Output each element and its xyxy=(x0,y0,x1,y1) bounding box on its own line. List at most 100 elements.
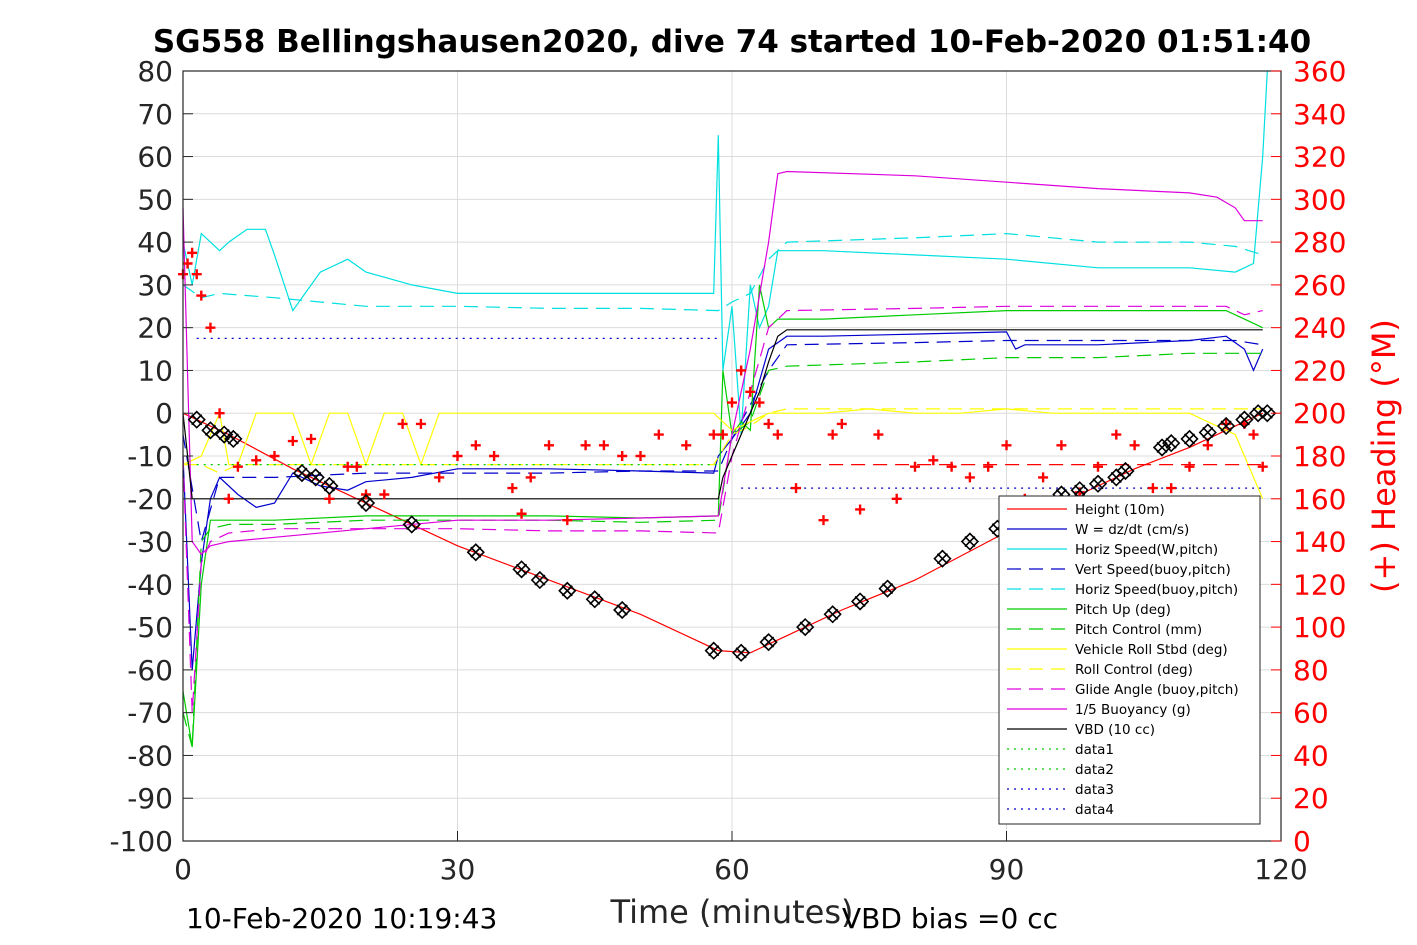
legend-label-roll: Vehicle Roll Stbd (deg) xyxy=(1075,642,1228,658)
heading-point xyxy=(1001,440,1012,451)
y-tick-label: 80 xyxy=(137,55,173,88)
legend-label-glide: Glide Angle (buoy,pitch) xyxy=(1075,682,1239,698)
heading-point xyxy=(1166,483,1177,494)
y-tick-label: 30 xyxy=(137,269,173,302)
y2-tick-label: 60 xyxy=(1293,697,1329,730)
height-marker xyxy=(558,581,577,600)
x-tick-label: 0 xyxy=(174,853,192,886)
heading-point xyxy=(507,483,518,494)
heading-point xyxy=(928,455,939,466)
height-marker xyxy=(356,493,376,513)
series-roll xyxy=(182,408,1264,500)
legend-label-data2: data2 xyxy=(1075,762,1114,778)
legend-label-height: Height (10m) xyxy=(1075,502,1165,518)
heading-point xyxy=(342,461,353,472)
height-marker xyxy=(585,590,604,609)
height-marker xyxy=(1235,410,1254,429)
y2-tick-label: 100 xyxy=(1293,611,1346,644)
height-marker xyxy=(215,425,234,444)
legend-label-w: W = dz/dt (cm/s) xyxy=(1075,522,1189,538)
height-marker xyxy=(187,410,206,429)
x-tick-label: 90 xyxy=(989,853,1025,886)
y2-tick-label: 340 xyxy=(1293,98,1346,131)
heading-point xyxy=(717,429,728,440)
y2-tick-label: 320 xyxy=(1293,141,1346,174)
heading-point xyxy=(964,472,975,483)
legend-label-pitch_ctrl: Pitch Control (mm) xyxy=(1075,622,1202,638)
x-axis-label: Time (minutes) xyxy=(610,893,854,931)
y-tick-label: 0 xyxy=(155,397,173,430)
footer-timestamp: 10-Feb-2020 10:19:43 xyxy=(186,902,497,935)
height-marker xyxy=(466,543,485,562)
marker-layer xyxy=(187,404,1277,662)
height-marker xyxy=(320,476,339,496)
chart-title: SG558 Bellingshausen2020, dive 74 starte… xyxy=(153,24,1311,60)
heading-point xyxy=(191,269,202,280)
height-marker xyxy=(1248,404,1268,423)
heading-point xyxy=(251,455,262,466)
y2-axis-label: (+) Heading (°M) xyxy=(1365,319,1403,593)
heading-point xyxy=(891,493,902,504)
y-tick-label: -40 xyxy=(127,568,173,601)
heading-point xyxy=(434,472,445,483)
y-tick-label: 70 xyxy=(137,98,173,131)
height-marker xyxy=(292,463,312,483)
height-marker xyxy=(933,549,952,568)
legend-label-buoyancy: 1/5 Buoyancy (g) xyxy=(1075,702,1191,718)
y-tick-label: 50 xyxy=(137,183,173,216)
heading-point xyxy=(525,472,536,483)
heading-point xyxy=(653,429,664,440)
heading-point xyxy=(516,508,527,519)
height-marker xyxy=(201,421,220,440)
y-tick-label: -70 xyxy=(127,697,173,730)
heading-point xyxy=(1093,461,1103,472)
y-tick-label: -10 xyxy=(127,440,173,473)
heading-point xyxy=(617,451,628,461)
heading-point xyxy=(772,429,783,440)
y-tick-label: -30 xyxy=(127,526,173,559)
heading-point xyxy=(763,418,774,429)
heading-point xyxy=(379,489,390,500)
height-marker xyxy=(1216,416,1236,436)
series-roll_ctrl xyxy=(183,408,1263,474)
y2-tick-label: 300 xyxy=(1293,183,1346,216)
heading-point xyxy=(827,429,838,440)
heading-point xyxy=(196,290,207,301)
legend-label-pitch: Pitch Up (deg) xyxy=(1075,602,1171,618)
heading-point xyxy=(736,365,747,376)
heading-point xyxy=(306,433,317,444)
heading-point xyxy=(544,440,554,451)
series-vbd xyxy=(182,329,1263,500)
x-tick-label: 120 xyxy=(1254,853,1307,886)
height-marker xyxy=(1088,474,1108,493)
y2-tick-label: 260 xyxy=(1293,269,1346,302)
heading-point xyxy=(1147,483,1158,494)
heading-point xyxy=(580,440,591,451)
legend-label-horiz_w: Horiz Speed(W,pitch) xyxy=(1075,542,1218,558)
height-marker xyxy=(960,532,980,551)
heading-point xyxy=(598,440,609,451)
heading-layer xyxy=(178,247,1268,526)
heading-point xyxy=(562,515,573,526)
series-vert_buoy xyxy=(182,339,1263,542)
heading-point xyxy=(635,451,646,461)
height-marker xyxy=(1107,468,1126,487)
y-tick-label: -20 xyxy=(127,483,173,516)
heading-point xyxy=(855,504,866,515)
y-tick-label: 10 xyxy=(137,354,173,387)
height-marker xyxy=(1180,429,1199,449)
height-marker xyxy=(823,605,842,624)
legend-label-data4: data4 xyxy=(1075,802,1114,818)
legend-label-data3: data3 xyxy=(1075,782,1114,798)
y2-tick-label: 280 xyxy=(1293,226,1346,259)
heading-point xyxy=(1221,418,1232,429)
heading-point xyxy=(269,451,280,461)
legend-label-horiz_buoy: Horiz Speed(buoy,pitch) xyxy=(1075,582,1238,598)
legend-label-vbd: VBD (10 cc) xyxy=(1075,722,1155,738)
height-marker xyxy=(732,643,751,662)
heading-point xyxy=(205,322,216,333)
heading-point xyxy=(754,397,765,408)
legend-label-data1: data1 xyxy=(1075,742,1114,758)
heading-point xyxy=(791,483,802,494)
